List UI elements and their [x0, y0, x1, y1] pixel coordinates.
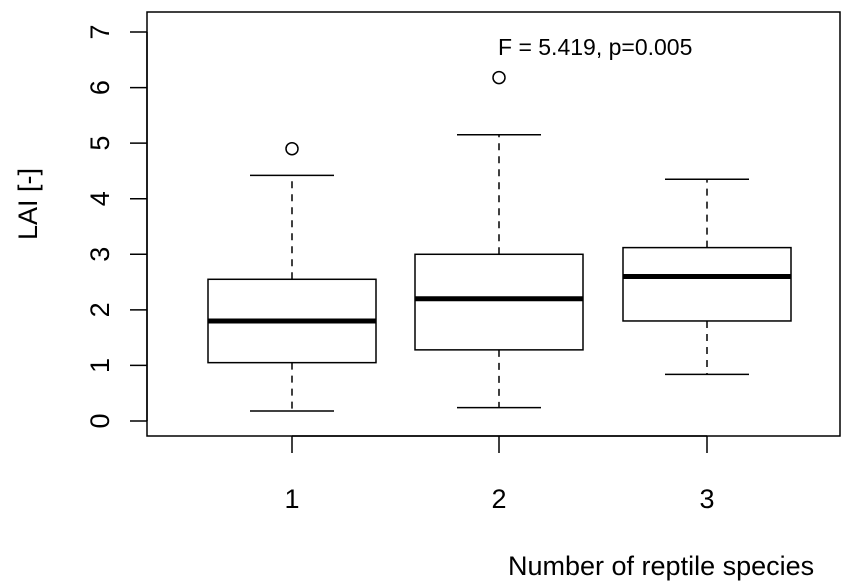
box-iqr [622, 246, 792, 322]
outlier-point [492, 70, 506, 85]
x-axis-title: Number of reptile species [508, 551, 814, 581]
y-tick-label: 5 [85, 136, 115, 151]
box-iqr [414, 253, 584, 351]
y-tick-label: 4 [85, 191, 115, 206]
x-tick-label: 1 [284, 484, 299, 514]
y-tick-label: 3 [85, 247, 115, 262]
y-tick-label: 7 [85, 24, 115, 39]
box-group [207, 141, 377, 412]
y-tick-label: 1 [85, 358, 115, 373]
boxes-layer [207, 70, 792, 412]
outlier-point [285, 141, 299, 156]
box-group [622, 178, 792, 376]
x-tick-label: 2 [491, 484, 506, 514]
x-axis: 1 2 3 [284, 435, 715, 514]
x-tick-label: 3 [699, 484, 714, 514]
y-axis: 0 1 2 3 4 5 6 7 [85, 24, 148, 429]
y-tick-label: 6 [85, 80, 115, 95]
y-tick-label: 0 [85, 413, 115, 428]
y-tick-label: 2 [85, 302, 115, 317]
box-group [414, 70, 584, 409]
y-axis-title: LAI [-] [13, 168, 43, 240]
annotation-text: F = 5.419, p=0.005 [498, 34, 692, 60]
